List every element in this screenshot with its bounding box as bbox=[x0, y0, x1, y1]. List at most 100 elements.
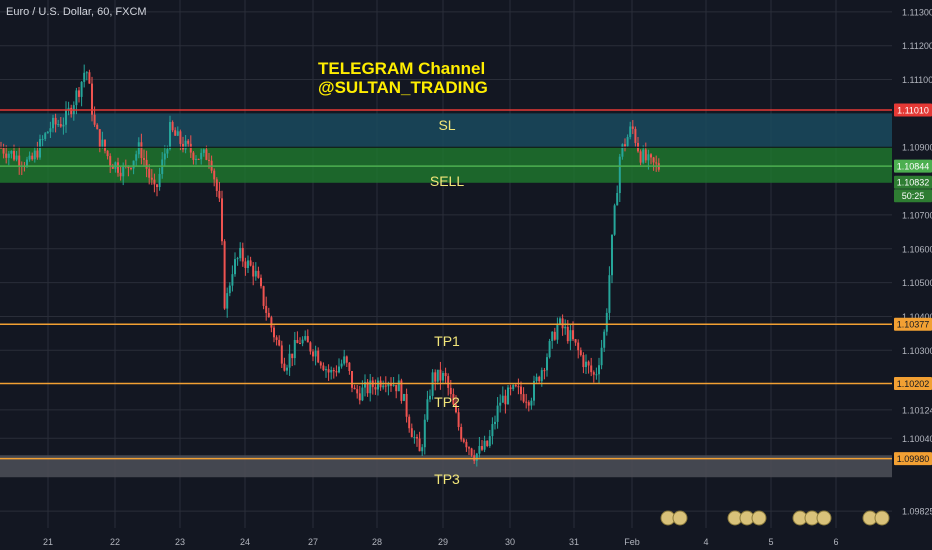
candle-body bbox=[280, 345, 283, 364]
candle-body bbox=[478, 446, 481, 454]
candle-body bbox=[392, 384, 395, 386]
candle-body bbox=[564, 326, 567, 329]
tp3-zone bbox=[0, 455, 892, 478]
candle-body bbox=[98, 129, 101, 148]
tp3-label: TP3 bbox=[434, 471, 460, 487]
candle-body bbox=[447, 376, 450, 388]
candle-body bbox=[520, 386, 522, 395]
tp2-label: TP2 bbox=[434, 394, 460, 410]
candle-body bbox=[226, 293, 229, 309]
candle-body bbox=[252, 265, 255, 277]
candle-body bbox=[395, 384, 398, 392]
candle-body bbox=[356, 389, 359, 394]
candle-body bbox=[605, 312, 608, 332]
candle-body bbox=[468, 447, 470, 449]
trade-zones bbox=[0, 113, 892, 478]
symbol-title: Euro / U.S. Dollar, 60, FXCM bbox=[6, 6, 147, 18]
candle-body bbox=[481, 446, 483, 450]
event-badge-icon bbox=[672, 510, 688, 526]
candle-body bbox=[166, 149, 169, 154]
candle-body bbox=[496, 405, 499, 422]
candle-body bbox=[5, 153, 8, 158]
time-tick-label: 29 bbox=[438, 537, 448, 547]
candle-body bbox=[650, 154, 652, 158]
candle-body bbox=[358, 393, 361, 401]
candle-body bbox=[182, 143, 184, 150]
candle-body bbox=[239, 247, 242, 259]
candle-body bbox=[509, 387, 512, 390]
candle-body bbox=[208, 159, 210, 161]
candle-body bbox=[176, 131, 179, 136]
candle-body bbox=[403, 393, 405, 401]
candle-body bbox=[418, 438, 421, 452]
candle-body bbox=[525, 401, 528, 403]
candle-body bbox=[202, 149, 205, 153]
candle-body bbox=[634, 128, 637, 143]
event-badge-icon bbox=[874, 510, 890, 526]
price-label-text: 1.10377 bbox=[897, 320, 930, 330]
candle-body bbox=[442, 372, 444, 381]
candle-body bbox=[572, 330, 574, 340]
candle-body bbox=[330, 370, 333, 373]
candle-body bbox=[111, 165, 114, 169]
candle-body bbox=[291, 353, 294, 359]
candle-body bbox=[486, 440, 489, 446]
candle-body bbox=[96, 124, 99, 130]
candle-body bbox=[655, 162, 658, 164]
candle-body bbox=[31, 155, 34, 160]
candle-body bbox=[540, 370, 543, 382]
candle-body bbox=[608, 275, 611, 313]
candle-body bbox=[553, 331, 556, 340]
candle-body bbox=[598, 365, 600, 375]
candle-body bbox=[499, 402, 502, 406]
candle-body bbox=[548, 340, 551, 358]
candle-body bbox=[546, 357, 548, 371]
price-tick-label: 1.10040 bbox=[902, 434, 932, 444]
candle-body bbox=[119, 172, 122, 177]
candle-body bbox=[293, 339, 296, 359]
candle-body bbox=[566, 326, 569, 342]
candle-body bbox=[603, 331, 606, 348]
price-tick-label: 1.10900 bbox=[902, 143, 932, 153]
candle-body bbox=[314, 350, 317, 357]
candle-body bbox=[257, 270, 260, 278]
telegram-line-2: @SULTAN_TRADING bbox=[318, 78, 488, 97]
candle-body bbox=[556, 323, 559, 340]
candle-body bbox=[171, 122, 174, 131]
candle-body bbox=[130, 167, 132, 169]
candle-body bbox=[109, 156, 112, 166]
time-tick-label: Feb bbox=[624, 537, 640, 547]
candle-body bbox=[408, 416, 411, 429]
candle-body bbox=[639, 151, 642, 163]
candle-body bbox=[93, 114, 96, 125]
candle-body bbox=[319, 362, 322, 366]
price-tick-label: 1.10400 bbox=[902, 312, 932, 322]
candle-body bbox=[104, 139, 106, 151]
candle-body bbox=[260, 277, 262, 287]
candle-body bbox=[616, 193, 619, 206]
candle-body bbox=[275, 337, 278, 340]
candle-body bbox=[384, 385, 387, 387]
candle-body bbox=[522, 394, 525, 402]
candle-body bbox=[33, 150, 36, 160]
candle-body bbox=[538, 376, 541, 382]
candle-body bbox=[507, 387, 509, 405]
candle-body bbox=[7, 153, 10, 158]
candle-body bbox=[423, 419, 426, 448]
time-tick-label: 27 bbox=[308, 537, 318, 547]
candle-body bbox=[387, 383, 390, 387]
candle-body bbox=[455, 404, 457, 413]
candle-body bbox=[228, 285, 231, 294]
candle-body bbox=[429, 395, 431, 400]
candle-body bbox=[179, 131, 182, 144]
candle-body bbox=[265, 305, 268, 313]
candle-body bbox=[18, 155, 21, 166]
candle-body bbox=[460, 427, 463, 440]
candle-body bbox=[517, 386, 520, 388]
candle-body bbox=[410, 428, 413, 438]
candle-body bbox=[163, 153, 166, 160]
candle-body bbox=[631, 126, 634, 129]
time-tick-label: 23 bbox=[175, 537, 185, 547]
candle-body bbox=[13, 150, 15, 160]
